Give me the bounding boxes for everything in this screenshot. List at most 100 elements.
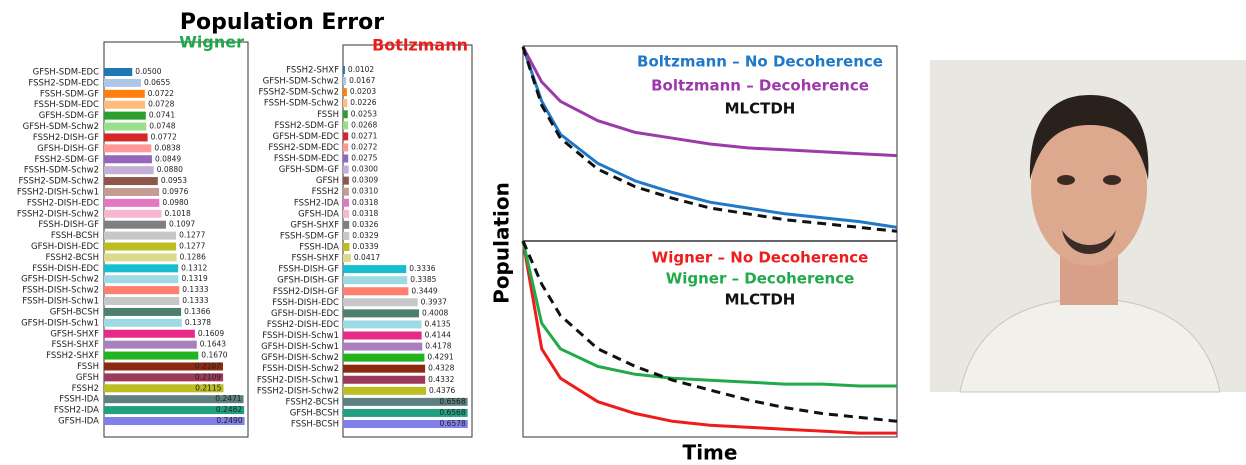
value-label: 0.0953	[161, 176, 187, 185]
value-label: 0.0300	[352, 165, 378, 174]
bar	[104, 286, 180, 295]
bar	[104, 329, 195, 338]
value-label: 0.4178	[425, 342, 451, 351]
value-label: 0.2490	[216, 416, 242, 425]
y-tick-label: FSSH-DISH-Schw1	[262, 331, 339, 341]
value-label: 0.0167	[349, 76, 375, 85]
y-tick-label: FSSH-DISH-Schw1	[22, 297, 99, 307]
legend-entry: Boltzmann – No Decoherence	[637, 53, 883, 71]
value-label: 0.1378	[185, 318, 211, 327]
chart-title: Botlzmann	[372, 36, 468, 55]
bar	[343, 331, 422, 340]
y-tick-label: FSSH2-SDM-EDC	[28, 78, 99, 88]
value-label: 0.3336	[409, 264, 435, 273]
y-tick-label: FSSH2-BCSH	[286, 397, 340, 407]
value-label: 0.1319	[181, 274, 207, 283]
bar	[104, 242, 177, 251]
y-tick-label: GFSH-SDM-Schw2	[23, 122, 99, 132]
y-tick-label: FSSH	[317, 110, 339, 120]
y-tick-label: FSSH-IDA	[299, 243, 339, 253]
bar	[104, 177, 158, 186]
bar	[104, 384, 224, 393]
bar	[104, 297, 180, 306]
y-tick-label: GFSH-DISH-EDC	[31, 242, 99, 252]
value-label: 0.0728	[148, 100, 174, 109]
bar	[343, 298, 418, 307]
y-tick-label: GFSH-DISH-GF	[37, 144, 99, 154]
y-tick-label: FSSH2-DISH-Schw2	[17, 209, 99, 219]
value-label: 0.0500	[135, 67, 161, 76]
y-tick-label: FSSH2-SDM-EDC	[268, 143, 339, 153]
bar	[343, 99, 348, 108]
bar	[104, 307, 182, 316]
bar	[343, 397, 468, 406]
bar	[343, 254, 351, 263]
value-label: 0.1018	[164, 209, 190, 218]
y-tick-label: GFSH-SDM-EDC	[33, 68, 99, 78]
bar	[104, 111, 146, 120]
legend-entry: MLCTDH	[725, 291, 796, 309]
y-tick-label: FSSH2-DISH-EDC	[267, 320, 339, 330]
bar	[343, 276, 408, 285]
y-tick-label: FSSH2-SHXF	[286, 66, 339, 76]
bar	[104, 395, 244, 404]
value-label: 0.2471	[215, 394, 241, 403]
y-tick-label: GFSH-DISH-Schw1	[21, 318, 99, 328]
y-tick-label: GFSH	[76, 373, 99, 383]
bar	[104, 220, 166, 229]
bar	[104, 100, 146, 109]
bar	[343, 420, 468, 428]
value-label: 0.2107	[195, 361, 221, 370]
value-label: 0.0271	[351, 131, 377, 140]
bar	[104, 89, 145, 98]
y-tick-label: FSSH-SHXF	[52, 340, 100, 350]
value-label: 0.0329	[352, 231, 378, 240]
series-line	[521, 240, 897, 388]
bar	[104, 373, 224, 382]
value-label: 0.2115	[195, 383, 221, 392]
legend-entry: MLCTDH	[725, 100, 796, 118]
y-tick-label: GFSH-DISH-GF	[277, 276, 339, 286]
bar	[104, 68, 133, 76]
y-tick-label: FSSH-SDM-EDC	[34, 100, 99, 110]
legend-entry: Wigner – Decoherence	[666, 270, 855, 288]
value-label: 0.1333	[182, 285, 208, 294]
y-tick-label: FSSH-DISH-GF	[278, 265, 339, 275]
bar	[104, 144, 152, 153]
value-label: 0.1670	[201, 351, 227, 360]
y-tick-label: GFSH-DISH-EDC	[271, 309, 339, 319]
bar	[343, 209, 350, 218]
value-label: 0.2482	[216, 405, 242, 414]
value-label: 0.1643	[200, 340, 226, 349]
y-tick-label: FSSH-SDM-EDC	[274, 154, 339, 164]
value-label: 0.1333	[182, 296, 208, 305]
value-label: 0.1312	[181, 263, 207, 272]
y-tick-label: FSSH2-DISH-Schw1	[17, 187, 99, 197]
bar	[343, 154, 349, 163]
y-axis-label: Population	[490, 182, 514, 304]
value-label: 0.0748	[149, 122, 175, 131]
value-label: 0.0880	[157, 165, 183, 174]
y-tick-label: GFSH-SHXF	[290, 220, 339, 230]
y-tick-label: FSSH-BCSH	[291, 420, 339, 430]
bar	[343, 165, 349, 174]
bar	[104, 166, 154, 175]
bar	[343, 121, 349, 130]
y-tick-label: GFSH-IDA	[298, 209, 339, 219]
y-tick-label: GFSH-BCSH	[290, 408, 339, 418]
bar	[104, 362, 223, 371]
value-label: 0.0272	[351, 142, 377, 151]
bar	[343, 176, 349, 185]
value-label: 0.0310	[352, 187, 378, 196]
value-label: 0.4291	[427, 353, 453, 362]
y-tick-label: FSSH2-SDM-GF	[34, 155, 99, 165]
bar	[343, 77, 347, 86]
value-label: 0.2109	[195, 372, 221, 381]
value-label: 0.0268	[351, 120, 377, 129]
plot-frame	[342, 44, 473, 438]
value-label: 0.6568	[439, 397, 465, 406]
value-label: 0.4144	[425, 331, 451, 340]
bar	[343, 386, 427, 395]
value-label: 0.0309	[352, 176, 378, 185]
